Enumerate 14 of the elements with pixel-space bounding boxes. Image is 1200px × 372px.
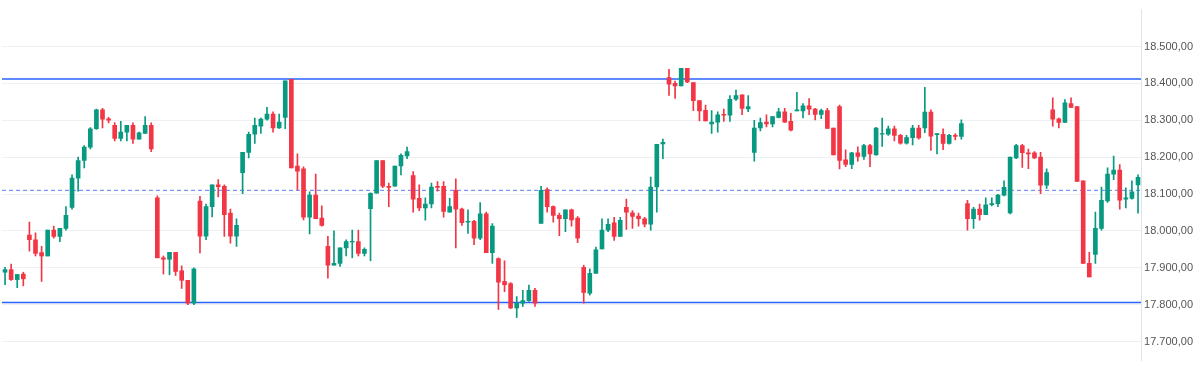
candlestick — [934, 133, 940, 155]
candlestick — [2, 267, 8, 286]
y-tick-label: 18.300,00 — [1144, 113, 1193, 126]
y-tick-label: 17.800,00 — [1144, 297, 1193, 310]
y-tick-label: 18.500,00 — [1144, 39, 1193, 52]
y-tick-label: 17.900,00 — [1144, 260, 1193, 273]
y-tick-label: 18.000,00 — [1144, 223, 1193, 236]
candlestick — [745, 95, 751, 113]
candlestick — [331, 230, 337, 266]
y-tick-label: 18.400,00 — [1144, 76, 1193, 89]
candlestick — [1123, 187, 1129, 209]
y-tick-label: 18.100,00 — [1144, 187, 1193, 200]
y-tick-label: 18.200,00 — [1144, 150, 1193, 163]
y-tick-label: 17.700,00 — [1144, 334, 1193, 347]
